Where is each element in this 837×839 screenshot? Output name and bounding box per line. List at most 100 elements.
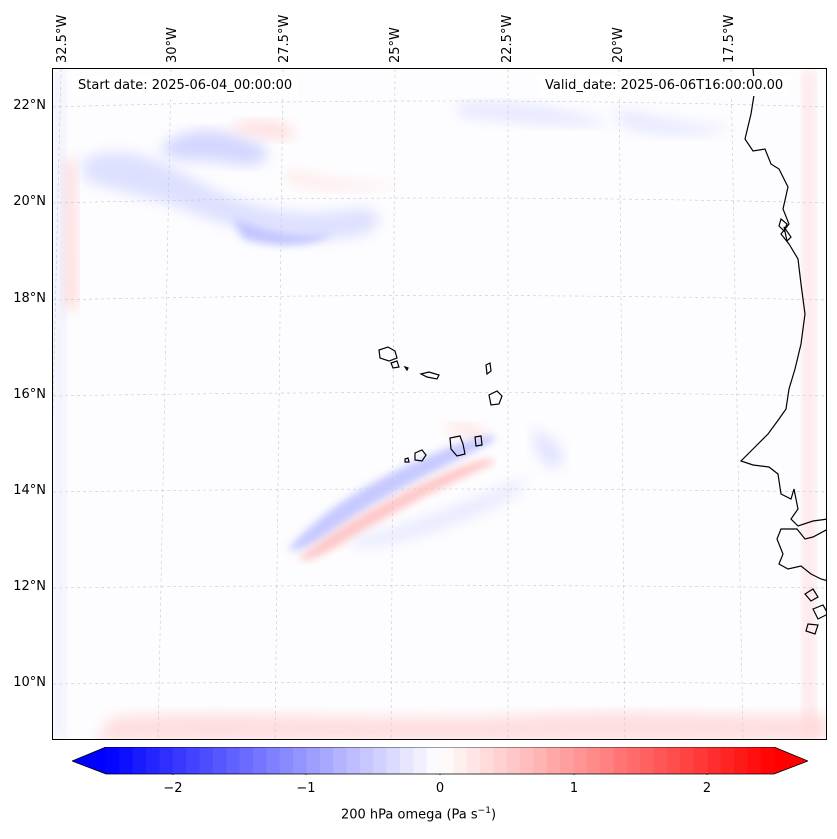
colorbar-segment bbox=[306, 747, 321, 774]
colorbar-extend-max bbox=[774, 747, 808, 774]
colorbar-segment bbox=[667, 747, 681, 774]
coastline-africa-south bbox=[776, 528, 826, 582]
island-santo-antao bbox=[378, 346, 398, 362]
colorbar-segment bbox=[453, 747, 468, 774]
colorbar-segment bbox=[440, 747, 454, 774]
colorbar-segment bbox=[707, 747, 722, 774]
blue-streak-nw-3 bbox=[233, 219, 333, 246]
colorbar-segment bbox=[226, 747, 241, 774]
colorbar-outline bbox=[72, 747, 808, 775]
colorbar bbox=[72, 747, 808, 775]
colorbar-segment bbox=[132, 747, 147, 774]
colorbar-segment bbox=[106, 747, 120, 774]
coastline-guinea-islands bbox=[804, 588, 826, 635]
island-sal bbox=[485, 362, 492, 376]
colorbar-segment bbox=[747, 747, 762, 774]
map-panel bbox=[52, 68, 827, 740]
colorbar-segment bbox=[573, 747, 588, 774]
colorbar-segment bbox=[520, 747, 535, 774]
lat-label-22n: 22°N bbox=[13, 98, 46, 113]
colorbar-segment bbox=[413, 747, 428, 774]
colorbar-segment bbox=[386, 747, 401, 774]
colorbar-segment bbox=[119, 747, 134, 774]
lat-label-14n: 14°N bbox=[13, 483, 46, 498]
island-maio bbox=[474, 435, 483, 447]
colorbar-label-text: 200 hPa omega (Pa s bbox=[340, 807, 478, 823]
colorbar-segment bbox=[546, 747, 561, 774]
island-santiago bbox=[449, 435, 466, 457]
red-edge-south bbox=[94, 712, 826, 739]
colorbar-segment bbox=[359, 747, 374, 774]
island-sao-nicolau bbox=[419, 371, 440, 380]
blue-band-diagonal bbox=[288, 435, 495, 551]
island-sao-vicente bbox=[390, 360, 400, 369]
blue-streak-n-top bbox=[453, 102, 613, 126]
map-field bbox=[53, 69, 826, 739]
coastline-senegal-inlet bbox=[778, 217, 792, 243]
colorbar-segment bbox=[279, 747, 294, 774]
island-boa-vista bbox=[488, 390, 503, 406]
blue-patch-central bbox=[532, 429, 564, 469]
colorbar-segment bbox=[346, 747, 361, 774]
colorbar-label-close: ) bbox=[490, 807, 497, 823]
lon-label-25w: 25°W bbox=[388, 27, 403, 63]
red-band-diagonal bbox=[298, 459, 494, 561]
colorbar-segment bbox=[533, 747, 548, 774]
lat-label-10n: 10°N bbox=[13, 675, 46, 690]
colorbar-segment bbox=[426, 747, 441, 774]
colorbar-segment bbox=[373, 747, 388, 774]
colorbar-segment bbox=[266, 747, 281, 774]
coastline-africa bbox=[739, 69, 826, 527]
lat-label-12n: 12°N bbox=[13, 579, 46, 594]
blue-band-south bbox=[353, 479, 525, 548]
lon-label-20w: 20°W bbox=[611, 27, 626, 63]
blue-streak-nw-2 bbox=[83, 152, 380, 239]
lon-label-27-5w: 27.5°W bbox=[277, 14, 292, 63]
red-edge-east bbox=[803, 69, 815, 739]
colorbar-segment bbox=[212, 747, 227, 774]
blue-streak-ne bbox=[613, 109, 733, 135]
colorbar-segment bbox=[720, 747, 735, 774]
island-fogo bbox=[414, 449, 427, 462]
blue-streak-nw-1 bbox=[163, 130, 268, 165]
colorbar-segment bbox=[640, 747, 655, 774]
colorbar-segment bbox=[733, 747, 748, 774]
colorbar-segment bbox=[600, 747, 615, 774]
lat-label-18n: 18°N bbox=[13, 291, 46, 306]
colorbar-segment bbox=[172, 747, 187, 774]
colorbar-tick-1: 1 bbox=[569, 781, 579, 796]
colorbar-segment bbox=[653, 747, 668, 774]
colorbar-segment bbox=[399, 747, 414, 774]
colorbar-segment bbox=[506, 747, 521, 774]
valid-date-label: Valid_date: 2025-06-06T16:00:00.00 bbox=[539, 76, 790, 96]
colorbar-segment bbox=[186, 747, 201, 774]
red-patch-central bbox=[443, 423, 486, 438]
colorbar-tick-2: 2 bbox=[702, 781, 712, 796]
colorbar-segment bbox=[693, 747, 708, 774]
omega-field-shading bbox=[53, 69, 826, 739]
colorbar-tick-minus-2: −2 bbox=[163, 781, 183, 796]
start-date-label: Start date: 2025-06-04_00:00:00 bbox=[72, 76, 299, 96]
colorbar-segment bbox=[319, 747, 334, 774]
colorbar-segment bbox=[680, 747, 695, 774]
colorbar-segment bbox=[333, 747, 347, 774]
colorbar-segment bbox=[239, 747, 254, 774]
lon-label-30w: 30°W bbox=[165, 27, 180, 63]
island-santa-luzia bbox=[403, 365, 409, 372]
colorbar-extend-min bbox=[72, 747, 106, 774]
gridlines bbox=[53, 69, 826, 739]
colorbar-segment bbox=[493, 747, 508, 774]
blue-edge-west bbox=[53, 69, 65, 739]
colorbar-label: 200 hPa omega (Pa s−1) bbox=[0, 806, 837, 822]
colorbar-segment bbox=[480, 747, 494, 774]
lat-label-20n: 20°N bbox=[13, 194, 46, 209]
colorbar-segment bbox=[146, 747, 160, 774]
colorbar-segment bbox=[199, 747, 214, 774]
colorbar-tick-0: 0 bbox=[435, 781, 445, 796]
colorbar-segment bbox=[760, 747, 775, 774]
colorbar-segment bbox=[586, 747, 601, 774]
lon-label-22-5w: 22.5°W bbox=[500, 14, 515, 63]
colorbar-segments bbox=[72, 747, 808, 774]
lon-label-17-5w: 17.5°W bbox=[722, 14, 737, 63]
colorbar-tick-minus-1: −1 bbox=[296, 781, 316, 796]
